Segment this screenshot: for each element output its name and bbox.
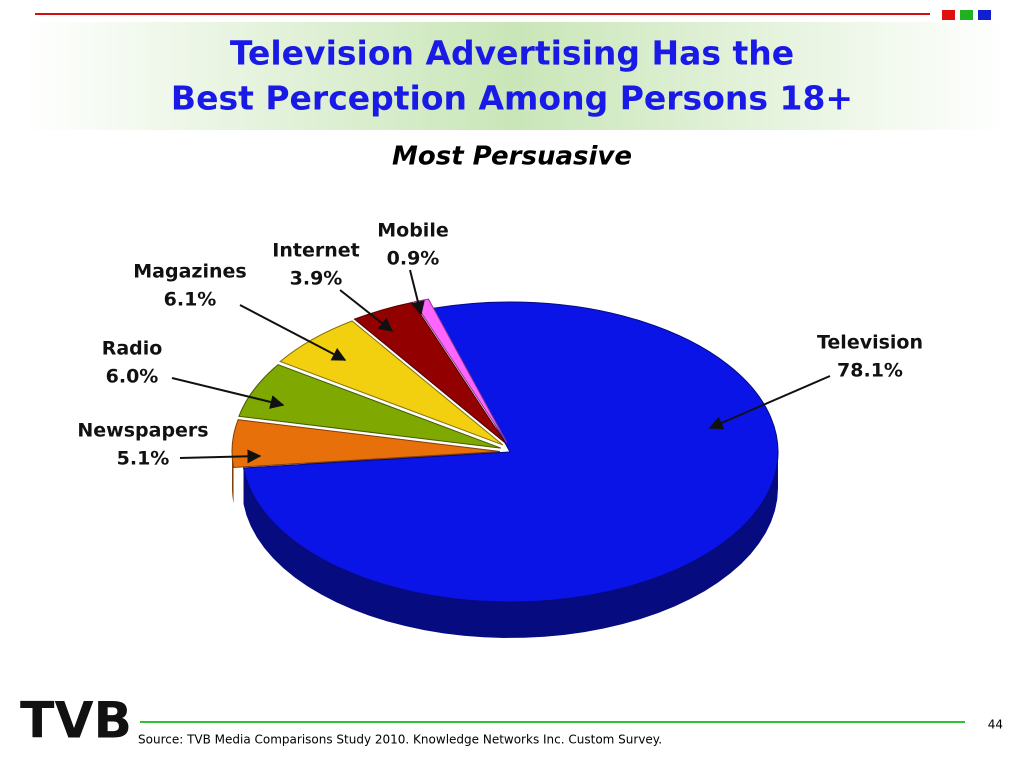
label-arrow (708, 375, 831, 430)
value-label: 6.0% (106, 366, 159, 388)
slice-label: Television (817, 332, 923, 354)
slice-label: Internet (272, 240, 359, 262)
value-label: 78.1% (837, 360, 903, 382)
label-arrow (339, 289, 394, 332)
pie (231, 298, 779, 638)
source-note: Source: TVB Media Comparisons Study 2010… (138, 733, 662, 747)
value-label: 3.9% (290, 268, 343, 290)
header-square (978, 10, 991, 20)
title-band (22, 22, 1007, 130)
pie-side (243, 452, 778, 638)
pie-slice (231, 419, 501, 468)
label-arrow (409, 269, 425, 316)
slice-label: Newspapers (77, 420, 208, 442)
header-square (942, 10, 955, 20)
slice-label: Mobile (377, 220, 448, 242)
logo: TVB (20, 692, 132, 750)
chart-title: Best Perception Among Persons 18+ (171, 79, 853, 118)
chart-title: Television Advertising Has the (230, 34, 794, 73)
label-arrow (179, 449, 262, 464)
pie-slice (238, 364, 501, 449)
pie-side (232, 451, 234, 504)
slice-label: Radio (102, 338, 163, 360)
value-label: 0.9% (387, 248, 440, 270)
header-square (960, 10, 973, 20)
label-arrow (239, 304, 347, 361)
label-arrow (171, 377, 285, 409)
chart-subtitle: Most Persuasive (392, 142, 632, 172)
pie-slice (242, 301, 779, 603)
page-number: 44 (988, 718, 1003, 732)
value-label: 6.1% (164, 289, 217, 311)
value-label: 5.1% (117, 448, 170, 470)
slice-label: Magazines (133, 261, 246, 283)
